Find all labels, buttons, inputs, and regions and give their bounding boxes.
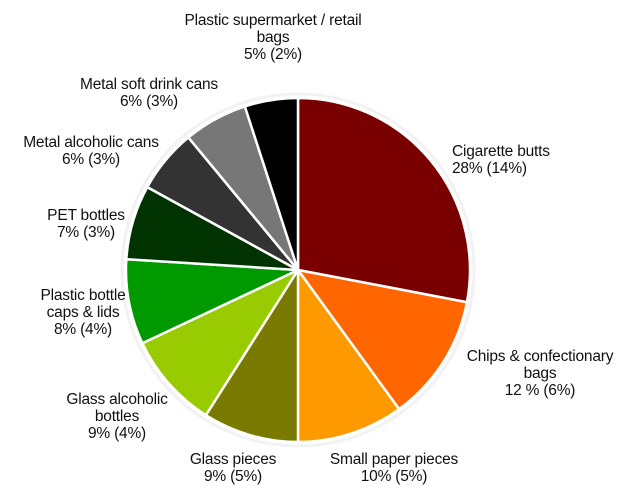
slice-category-name: Chips & confectionary bags bbox=[466, 348, 614, 382]
slice-category-name: Metal alcoholic cans bbox=[23, 134, 159, 151]
slice-category-name: Glass pieces bbox=[189, 451, 277, 468]
slice-value-label: 7% (3%) bbox=[56, 224, 116, 241]
slice-category-name: Small paper pieces bbox=[329, 451, 459, 468]
slice-category-name: Plastic bottle caps & lids bbox=[40, 287, 126, 321]
slice-label-cigarette-butts: Cigarette butts 28% (14%) bbox=[452, 143, 550, 177]
pie-outline bbox=[120, 92, 476, 448]
slice-label-metal-soft-drink-cans: Metal soft drink cans 6% (3%) bbox=[80, 76, 218, 110]
slice-label-glass-alcoholic-bottles: Glass alcoholic bottles 9% (4%) bbox=[66, 391, 167, 442]
slice-label-metal-alcoholic-cans: Metal alcoholic cans 6% (3%) bbox=[23, 134, 159, 168]
slice-value-label: 6% (3%) bbox=[61, 151, 121, 168]
slice-label-plastic-bottle-caps-lids: Plastic bottle caps & lids 8% (4%) bbox=[40, 287, 125, 338]
slice-category-name: Cigarette butts bbox=[452, 143, 550, 160]
slice-value-label: 10% (5%) bbox=[360, 468, 428, 485]
slice-value-label: 9% (5%) bbox=[203, 468, 263, 485]
pie-slice-cigarette-butts bbox=[296, 96, 472, 304]
slice-value-label: 5% (2%) bbox=[243, 46, 303, 63]
slice-label-small-paper-pieces: Small paper pieces 10% (5%) bbox=[330, 451, 458, 485]
pie-slice-chips-confectionary-bags bbox=[296, 268, 469, 411]
slice-category-name: Plastic supermarket / retail bags bbox=[184, 12, 362, 46]
slice-value-label: 6% (3%) bbox=[119, 93, 179, 110]
slice-category-name: Metal soft drink cans bbox=[80, 76, 218, 93]
slice-label-chips-confectionary-bags: Chips & confectionary bags 12 % (6%) bbox=[467, 348, 614, 399]
slice-label-pet-bottles: PET bottles 7% (3%) bbox=[47, 207, 125, 241]
pie-slice-plastic-supermarket-retail-bags bbox=[243, 96, 300, 272]
pie-slice-glass-pieces bbox=[204, 268, 300, 444]
slice-value-label: 28% (14%) bbox=[452, 160, 527, 177]
slice-category-name: Glass alcoholic bottles bbox=[66, 391, 168, 425]
slice-label-glass-pieces: Glass pieces 9% (5%) bbox=[189, 451, 277, 485]
pie-slice-glass-alcoholic-bottles bbox=[141, 268, 300, 417]
slice-category-name: PET bottles bbox=[47, 207, 125, 224]
pie-slice-small-paper-pieces bbox=[296, 268, 401, 444]
slice-value-label: 9% (4%) bbox=[87, 425, 147, 442]
slice-label-plastic-supermarket-retail-bags: Plastic supermarket / retail bags 5% (2%) bbox=[184, 12, 361, 63]
slice-value-label: 12 % (6%) bbox=[504, 382, 576, 399]
slice-value-label: 8% (4%) bbox=[53, 321, 113, 338]
